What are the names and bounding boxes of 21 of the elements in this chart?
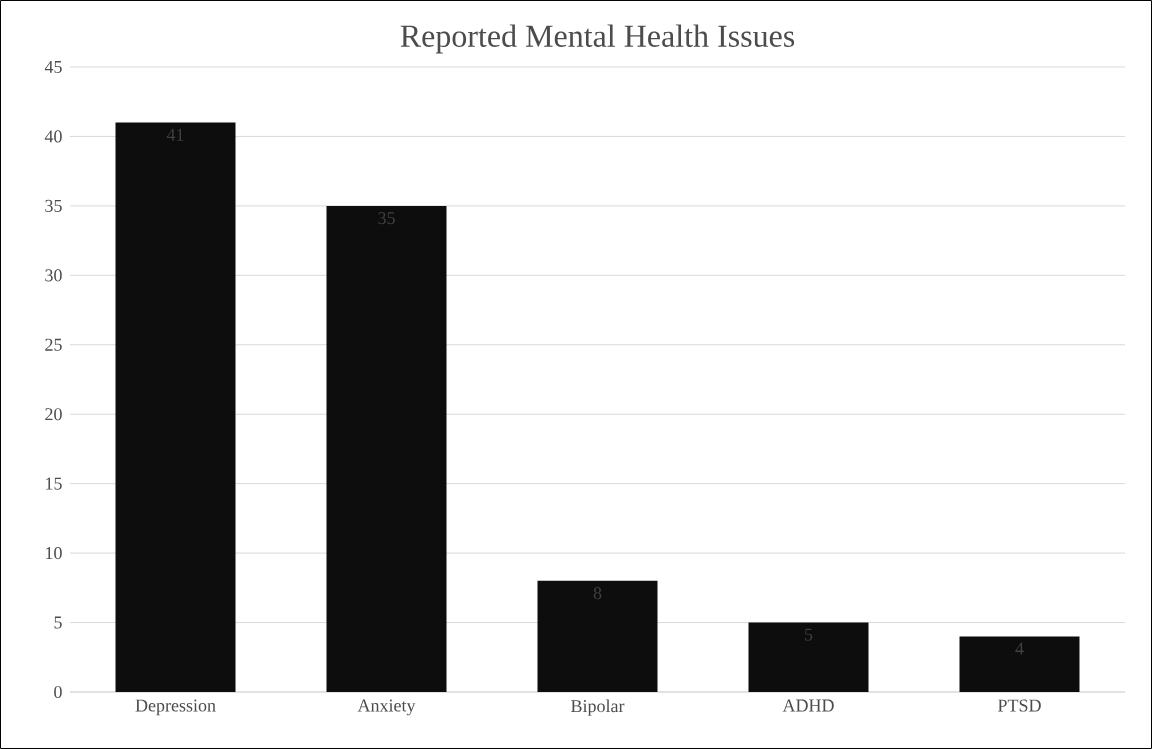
bar — [326, 205, 447, 692]
y-tick-label: 10 — [46, 547, 62, 560]
y-tick-label: 5 — [54, 616, 62, 629]
bar — [115, 122, 236, 692]
x-tick-label: PTSD — [998, 699, 1041, 712]
bar — [959, 636, 1080, 692]
x-tick-label: ADHD — [782, 699, 834, 712]
y-tick-label: 25 — [45, 338, 62, 351]
bar — [748, 622, 869, 692]
bar — [537, 580, 658, 692]
y-tick-label: 35 — [45, 199, 62, 212]
y-tick-label: 20 — [45, 408, 62, 421]
x-tick-label: Bipolar — [571, 699, 625, 716]
y-tick-label: 30 — [45, 269, 62, 282]
y-tick-label: 45 — [44, 60, 62, 73]
chart-title: Reported Mental Health Issues — [400, 24, 795, 54]
x-tick-label: Depression — [135, 699, 216, 716]
y-tick-label: 15 — [46, 477, 62, 490]
y-tick-label: 0 — [54, 685, 62, 699]
x-tick-label: Anxiety — [357, 699, 416, 716]
y-tick-label: 40 — [44, 130, 62, 143]
